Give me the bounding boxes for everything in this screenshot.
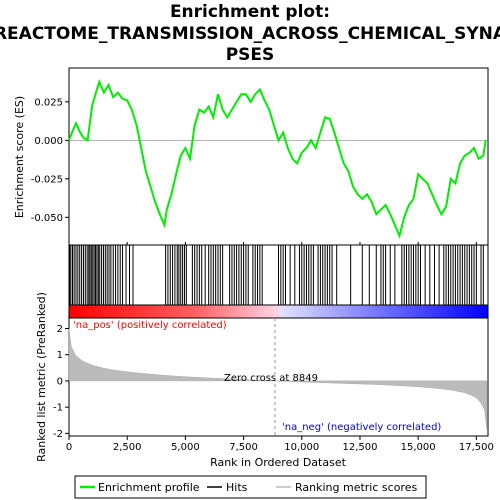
- zero-cross-label: Zero cross at 8849: [224, 373, 318, 384]
- chart-title-line-3: PSES: [226, 45, 275, 65]
- ranking-metric-series: [68, 328, 488, 430]
- x-tick-label: 10,000: [284, 442, 319, 453]
- es-y-axis-label: Enrichment score (ES): [13, 96, 26, 218]
- metric-tick-label: 1: [57, 350, 63, 361]
- negative-correlation-label: 'na_neg' (negatively correlated): [282, 422, 441, 433]
- legend-box: [74, 475, 427, 499]
- es-tick-label: -0.050: [31, 213, 63, 224]
- x-tick-label: 5,000: [171, 442, 200, 453]
- metric-y-ticks: 2 1 0 -1 -2: [53, 324, 69, 440]
- x-tick-label: 0: [66, 442, 72, 453]
- metric-tick-label: -2: [53, 429, 63, 440]
- es-tick-label: 0.000: [34, 136, 63, 147]
- metric-tick-label: 0: [57, 376, 63, 387]
- x-tick-label: 15,000: [401, 442, 436, 453]
- metric-tick-label: -1: [53, 403, 63, 414]
- legend-hits-label: Hits: [226, 481, 248, 494]
- chart-title-line-1: Enrichment plot:: [170, 2, 330, 22]
- es-y-ticks: 0.025 0.000 -0.025 -0.050: [31, 97, 69, 224]
- ranking-metric-area: [68, 318, 488, 436]
- enrichment-profile-series: [68, 79, 487, 239]
- x-axis-label: Rank in Ordered Dataset: [210, 456, 347, 469]
- metric-tick-label: 2: [57, 324, 63, 335]
- enrichment-profile-line: [68, 79, 487, 239]
- es-tick-label: 0.025: [34, 97, 63, 108]
- x-tick-label: 2,500: [113, 442, 142, 453]
- es-panel: [68, 67, 489, 246]
- positive-correlation-label: 'na_pos' (positively correlated): [73, 320, 227, 331]
- chart-title-line-2: REACTOME_TRANSMISSION_ACROSS_CHEMICAL_SY…: [0, 24, 500, 44]
- legend-metric-label: Ranking metric scores: [295, 481, 417, 494]
- x-axis-ticks: 0 2,500 5,000 7,500 10,000 12,500 15,000 17,500: [66, 242, 494, 453]
- x-tick-label: 7,500: [229, 442, 258, 453]
- legend-enrichment-label: Enrichment profile: [98, 481, 200, 494]
- hit-markers: [69, 245, 484, 305]
- es-tick-label: -0.025: [31, 174, 63, 185]
- x-tick-label: 17,500: [459, 442, 494, 453]
- metric-colorbar: [68, 304, 489, 319]
- x-tick-label: 12,500: [342, 442, 377, 453]
- metric-y-axis-label: Ranked list metric (PreRanked): [35, 292, 48, 462]
